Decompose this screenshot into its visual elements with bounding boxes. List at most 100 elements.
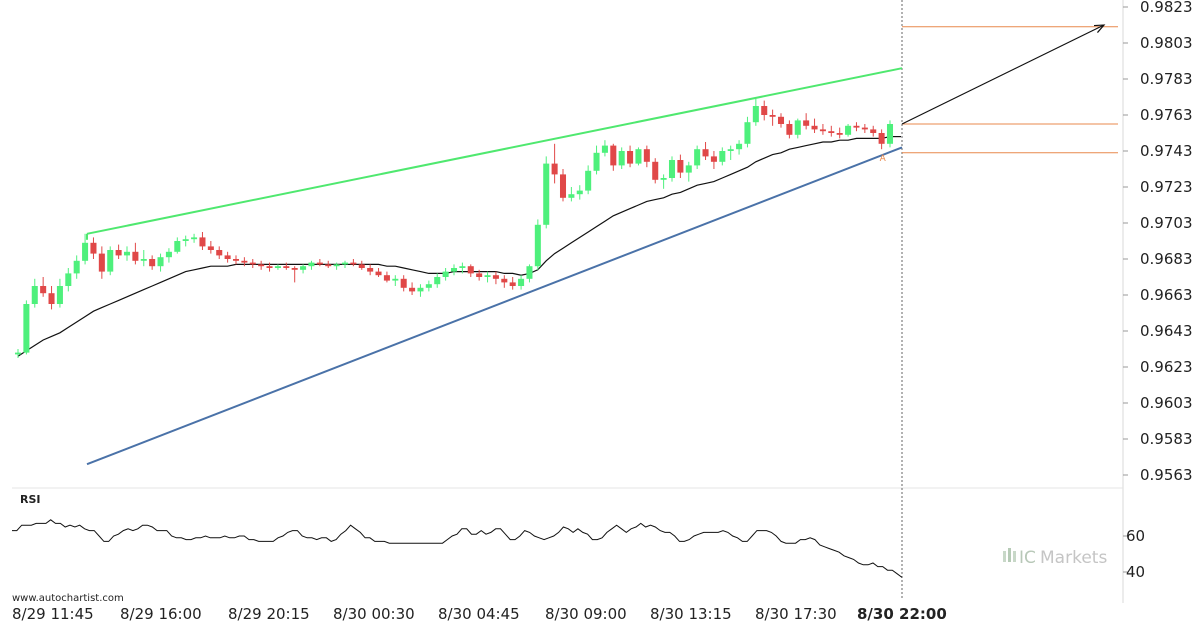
bear-candle [258,260,265,270]
bear-candle [643,145,650,168]
bear-candle [249,259,256,268]
candle-body [400,278,407,288]
price-levels: A [880,26,1118,164]
bear-candle [375,268,382,277]
bear-candle [400,275,407,292]
bear-candle [358,260,365,270]
bull-candle [174,237,181,254]
bull-candle [392,275,399,286]
candle-body [551,163,558,175]
bull-candle [660,174,667,189]
candle-body [358,264,365,268]
candle-body [174,241,181,252]
candle-body [744,122,751,144]
bear-candle [241,257,248,267]
bear-candle [501,275,508,288]
bull-candle [73,255,80,279]
candle-body [392,278,399,281]
bear-candle [409,282,416,295]
y-tick-label: 0.9823 [1140,0,1193,16]
bear-candle [627,145,634,168]
bull-candle [568,187,575,202]
candle-body [333,264,340,267]
bear-candle [819,124,826,135]
bull-candle [308,260,315,270]
bear-candle [492,271,499,285]
candle-body [635,149,642,164]
candle-body [241,260,248,263]
bear-candle [702,142,709,160]
bear-candle [870,125,877,137]
candle-body [819,129,826,132]
x-tick-label: 8/29 11:45 [12,605,94,623]
candle-body [467,266,474,274]
candle-body [274,266,281,268]
candle-body [341,262,349,265]
bear-candle [710,151,717,169]
y-tick-label: 0.9763 [1140,106,1193,124]
candle-body [459,266,466,268]
rsi-tick-label: 60 [1126,527,1145,545]
bull-candle [65,268,72,292]
trendlines [86,67,903,466]
forecast-arrow [901,24,1106,125]
bear-candle [90,237,97,259]
y-axis-ticks: 0.9823 0.9803 0.9783 0.9763 0.9743 0.9723 0.97… [1123,0,1193,484]
candle-body [73,260,80,274]
bull-candle [31,278,38,308]
bull-candle [140,250,147,267]
x-tick-label: 8/30 17:30 [755,605,837,623]
bull-candle [23,300,30,355]
x-axis-ticks: 8/29 11:45 8/29 16:00 8/29 20:15 8/30 00:30… [12,605,947,623]
candle-body [777,116,785,124]
candle-body [509,282,516,286]
bear-candle [551,143,558,184]
candle-body [627,151,634,164]
x-tick-label: 8/29 16:00 [120,605,202,623]
bear-candle [291,266,298,283]
candle-body [308,262,315,267]
candle-body [48,293,55,304]
bear-candle [132,242,139,265]
bull-candle [300,264,307,274]
candle-body [266,266,273,268]
bull-candle [794,118,801,139]
candle-body [752,106,759,123]
bull-candle [425,280,432,292]
bull-candle [694,145,701,169]
bull-candle [14,349,22,358]
grid-and-axes [12,0,1124,603]
candle-body [450,268,458,272]
moving-average-line [17,136,891,357]
candle-body [258,264,265,267]
bear-candle [803,113,810,130]
moving-average [17,136,901,357]
candle-body [668,160,676,178]
candle-body [157,257,164,267]
candlesticks [14,98,894,358]
candle-body [350,262,357,265]
candle-body [291,268,298,270]
candle-body [786,124,793,135]
y-tick-label: 0.9623 [1140,358,1193,376]
candle-body [425,284,432,288]
bull-candle [576,185,583,200]
bear-candle [769,109,776,126]
bull-candle [333,262,340,270]
candle-body [685,165,692,173]
candle-body [618,151,625,166]
x-tick-label: 8/30 13:15 [650,605,732,623]
bear-candle [98,246,105,279]
bear-candle [836,127,843,139]
bull-candle [123,246,131,261]
forecast-arrow-shaft [901,24,1105,125]
bear-candle [40,277,47,297]
candle-body [727,149,734,151]
bull-candle [719,147,726,166]
bear-candle [878,129,885,150]
upper-trendline [86,67,903,235]
candle-body [484,275,491,277]
bull-candle [450,264,458,276]
candle-body [82,242,89,261]
